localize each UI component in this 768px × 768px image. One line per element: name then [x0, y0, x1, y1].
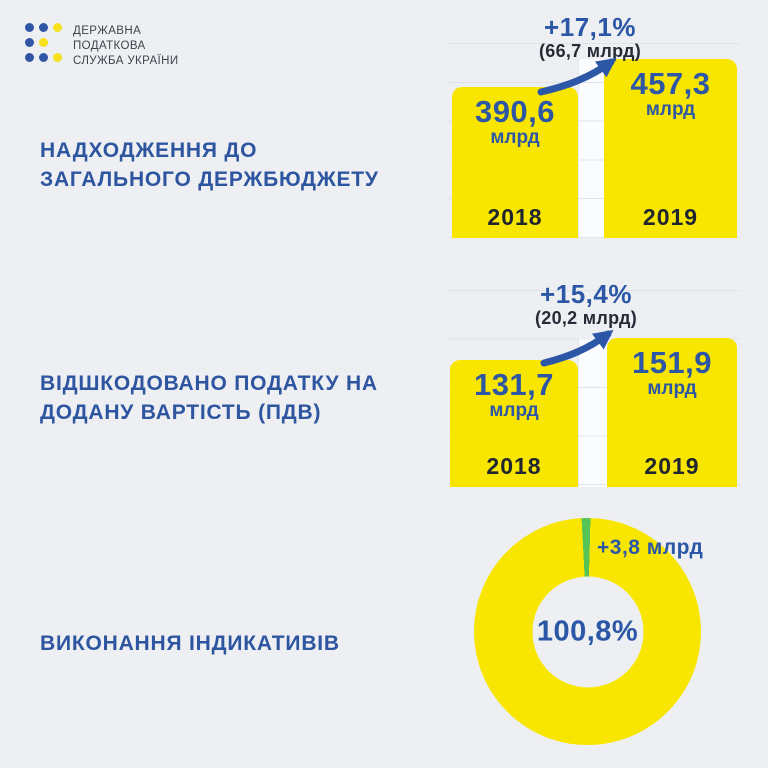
- title-line: НАДХОДЖЕННЯ ДО: [40, 139, 258, 162]
- title-line: ВІДШКОДОВАНО ПОДАТКУ НА: [40, 372, 378, 395]
- title-line: ВИКОНАННЯ ІНДИКАТИВІВ: [40, 632, 340, 655]
- chart2-change-absolute: (20,2 млрд): [534, 308, 638, 328]
- title-line: ДОДАНУ ВАРТІСТЬ (ПДВ): [40, 401, 322, 424]
- bar-2018-vat-refund: 131,7 млрд 2018: [450, 360, 578, 487]
- bar-year-label: 2018: [487, 204, 543, 230]
- logo-dot-spacer: [53, 38, 62, 47]
- bar-year-label: 2019: [642, 204, 699, 230]
- section-title-budget-revenue: НАДХОДЖЕННЯ ДО ЗАГАЛЬНОГО ДЕРЖБЮДЖЕТУ: [40, 136, 379, 194]
- chart2-change-label: +15,4% (20,2 млрд): [491, 279, 681, 329]
- logo-line-1: ДЕРЖАВНА: [73, 25, 142, 37]
- section-title-indicative-performance: ВИКОНАННЯ ІНДИКАТИВІВ: [40, 629, 340, 658]
- bar-unit: млрд: [645, 99, 696, 120]
- logo-dot-icon: [25, 38, 34, 47]
- growth-arrow-icon: [537, 57, 617, 96]
- logo-dot-icon: [39, 38, 48, 47]
- section-title-vat-refund: ВІДШКОДОВАНО ПОДАТКУ НА ДОДАНУ ВАРТІСТЬ …: [40, 369, 378, 427]
- bar-value: 457,3: [630, 66, 711, 101]
- chart1-change-label: +17,1% (66,7 млрд): [495, 12, 685, 62]
- donut-overachievement-label: +3,8 млрд: [597, 536, 704, 559]
- donut-center-value: 100,8%: [536, 615, 639, 647]
- logo-dot-icon: [53, 53, 62, 62]
- bar-unit: млрд: [647, 378, 697, 399]
- logo-dot-icon: [25, 23, 34, 32]
- bar-value: 390,6: [474, 94, 556, 129]
- bar-year-label: 2019: [644, 453, 700, 479]
- title-line: ЗАГАЛЬНОГО ДЕРЖБЮДЖЕТУ: [40, 168, 379, 191]
- logo-dots-icon: [25, 23, 62, 62]
- logo-dot-icon: [25, 53, 34, 62]
- logo-dot-icon: [53, 23, 62, 32]
- tax-service-logo: ДЕРЖАВНА ПОДАТКОВА СЛУЖБА УКРАЇНИ: [25, 23, 179, 69]
- bar-unit: млрд: [489, 400, 539, 421]
- bar-unit: млрд: [490, 127, 540, 148]
- bar-value: 151,9: [631, 345, 713, 380]
- logo-dot-icon: [39, 23, 48, 32]
- bar-2019-vat-refund: 151,9 млрд 2019: [607, 338, 737, 487]
- chart1-change-percent: +17,1%: [544, 12, 636, 42]
- logo-wordmark: ДЕРЖАВНА ПОДАТКОВА СЛУЖБА УКРАЇНИ: [73, 23, 179, 69]
- chart1-change-absolute: (66,7 млрд): [538, 41, 642, 61]
- bar-year-label: 2018: [486, 453, 542, 479]
- chart2-change-percent: +15,4%: [540, 279, 632, 309]
- donut-chart: 100,8%: [474, 518, 701, 745]
- bar-2019-budget-revenue: 457,3 млрд 2019: [604, 59, 737, 238]
- logo-dot-icon: [39, 53, 48, 62]
- logo-line-2: ПОДАТКОВА: [73, 40, 146, 52]
- logo-line-3: СЛУЖБА УКРАЇНИ: [73, 55, 179, 67]
- donut-hole: 100,8%: [532, 576, 643, 687]
- bar-2018-budget-revenue: 390,6 млрд 2018: [452, 87, 578, 238]
- growth-arrow-icon: [540, 329, 614, 367]
- bar-value: 131,7: [473, 367, 555, 402]
